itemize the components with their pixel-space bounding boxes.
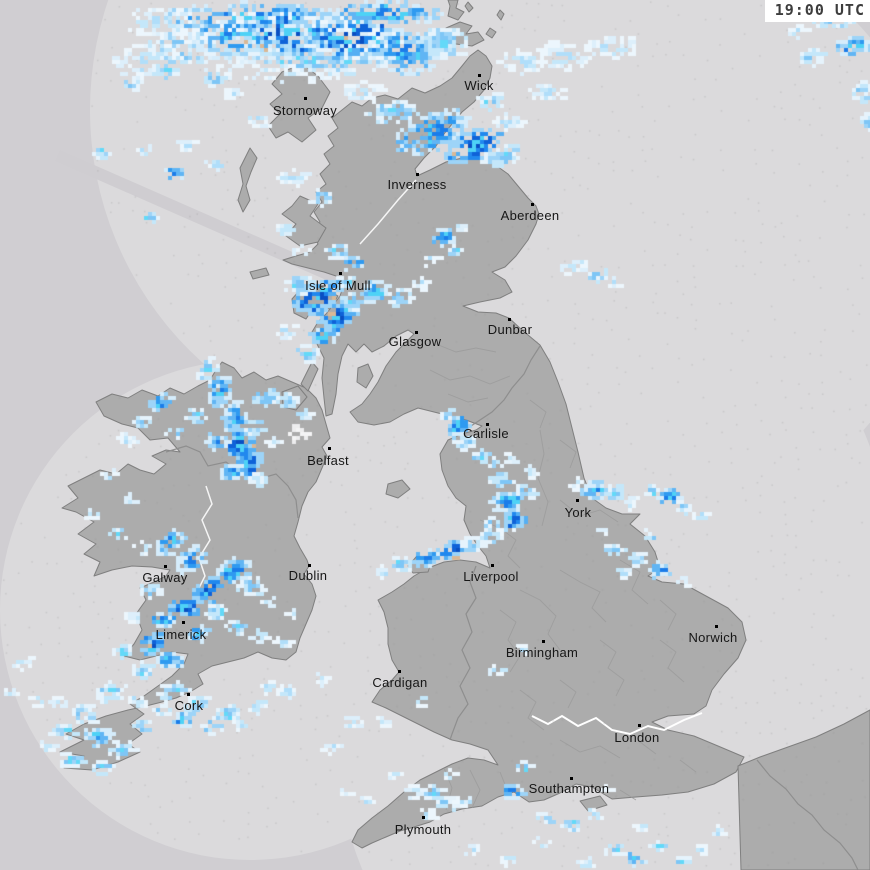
city-dot-dublin bbox=[308, 564, 311, 567]
city-dot-birmingham bbox=[542, 640, 545, 643]
city-label-carlisle: Carlisle bbox=[463, 426, 509, 441]
city-label-dunbar: Dunbar bbox=[487, 322, 533, 337]
city-dot-galway bbox=[164, 565, 167, 568]
city-label-glasgow: Glasgow bbox=[388, 334, 442, 349]
city-label-aberdeen: Aberdeen bbox=[500, 208, 560, 223]
city-label-isle-of-mull: Isle of Mull bbox=[305, 278, 371, 293]
city-dot-stornoway bbox=[304, 97, 307, 100]
city-label-dublin: Dublin bbox=[288, 568, 328, 583]
city-label-liverpool: Liverpool bbox=[463, 569, 519, 584]
city-label-york: York bbox=[564, 505, 592, 520]
city-label-norwich: Norwich bbox=[688, 630, 738, 645]
city-dot-york bbox=[576, 499, 579, 502]
city-dot-carlisle bbox=[486, 423, 489, 426]
city-label-stornoway: Stornoway bbox=[272, 103, 338, 118]
city-dot-dunbar bbox=[508, 318, 511, 321]
city-label-cardigan: Cardigan bbox=[372, 675, 428, 690]
city-dot-cardigan bbox=[398, 670, 401, 673]
city-label-cork: Cork bbox=[174, 698, 204, 713]
timestamp: 19:00 UTC bbox=[764, 0, 870, 22]
city-label-plymouth: Plymouth bbox=[394, 822, 452, 837]
city-dot-plymouth bbox=[422, 816, 425, 819]
city-label-inverness: Inverness bbox=[387, 177, 447, 192]
city-dot-liverpool bbox=[491, 564, 494, 567]
city-label-birmingham: Birmingham bbox=[505, 645, 579, 660]
city-dot-cork bbox=[187, 693, 190, 696]
city-dot-belfast bbox=[328, 447, 331, 450]
city-label-southampton: Southampton bbox=[528, 781, 610, 796]
city-dot-inverness bbox=[416, 173, 419, 176]
city-dot-isle-of-mull bbox=[339, 272, 342, 275]
city-dot-london bbox=[638, 724, 641, 727]
city-dot-limerick bbox=[182, 621, 185, 624]
city-label-wick: Wick bbox=[464, 78, 494, 93]
city-dot-wick bbox=[478, 74, 481, 77]
city-dot-norwich bbox=[715, 625, 718, 628]
city-label-london: London bbox=[614, 730, 660, 745]
city-dot-southampton bbox=[570, 777, 573, 780]
city-label-galway: Galway bbox=[142, 570, 188, 585]
city-label-belfast: Belfast bbox=[307, 453, 349, 468]
city-label-limerick: Limerick bbox=[155, 627, 207, 642]
city-dot-aberdeen bbox=[531, 203, 534, 206]
city-dot-glasgow bbox=[415, 331, 418, 334]
